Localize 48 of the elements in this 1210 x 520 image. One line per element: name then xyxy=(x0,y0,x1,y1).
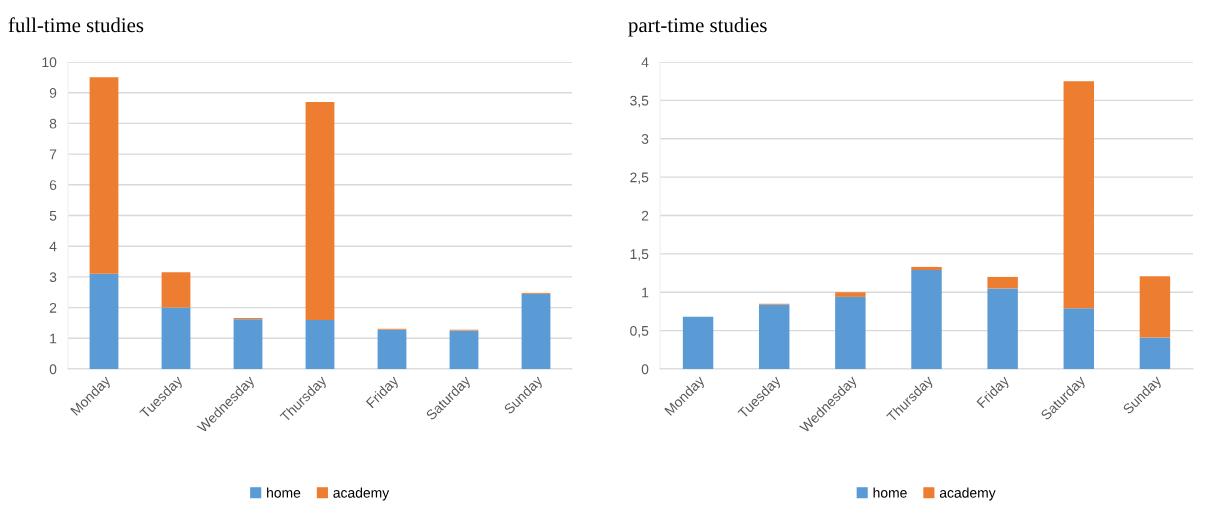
legend-label: academy xyxy=(939,487,996,501)
bar xyxy=(305,101,335,320)
bar xyxy=(1139,276,1171,338)
y-tick-label: 1,5 xyxy=(630,249,649,261)
y-tick-label: 2,5 xyxy=(630,172,649,184)
bar xyxy=(233,319,263,369)
bar xyxy=(305,319,335,369)
y-tick-label: 0 xyxy=(641,364,649,375)
y-tick-label: 3,5 xyxy=(630,95,649,108)
bar xyxy=(758,304,790,369)
bar xyxy=(161,307,191,369)
bar xyxy=(89,77,119,274)
y-tick-label: 6 xyxy=(49,180,57,190)
bar xyxy=(835,292,866,297)
bar xyxy=(521,293,551,369)
y-tick-label: 5 xyxy=(49,210,57,221)
bar xyxy=(449,330,479,369)
legend-label: home xyxy=(873,487,907,498)
y-tick-label: 2 xyxy=(49,302,57,313)
chart-title: part-time studies xyxy=(628,17,767,37)
y-tick-label: 3 xyxy=(641,134,649,144)
y-tick-label: 7 xyxy=(49,149,57,160)
bar xyxy=(835,296,866,369)
y-tick-label: 4 xyxy=(641,57,649,68)
chart-title: full-time studies xyxy=(8,17,144,33)
bar xyxy=(987,276,1018,289)
bar xyxy=(1063,308,1095,369)
y-tick-label: 3 xyxy=(49,272,57,283)
legend-label: academy xyxy=(333,487,390,501)
y-tick-label: 2 xyxy=(641,210,649,221)
bar xyxy=(377,329,407,369)
bar xyxy=(89,273,119,369)
y-tick-label: 0 xyxy=(49,364,57,375)
y-tick-label: 1 xyxy=(642,287,649,298)
bar xyxy=(911,269,942,369)
y-tick-label: 8 xyxy=(49,118,57,129)
y-tick-label: 10 xyxy=(42,57,57,68)
y-tick-label: 4 xyxy=(49,241,57,252)
legend-label: home xyxy=(267,487,301,498)
bar xyxy=(911,266,942,270)
bar xyxy=(1139,337,1171,369)
bar xyxy=(987,288,1018,369)
bar xyxy=(1063,81,1095,309)
y-tick-label: 0,5 xyxy=(630,325,649,338)
y-tick-label: 1 xyxy=(50,333,57,344)
y-tick-label: 9 xyxy=(49,88,57,98)
bar xyxy=(161,272,191,308)
bar xyxy=(682,316,714,369)
